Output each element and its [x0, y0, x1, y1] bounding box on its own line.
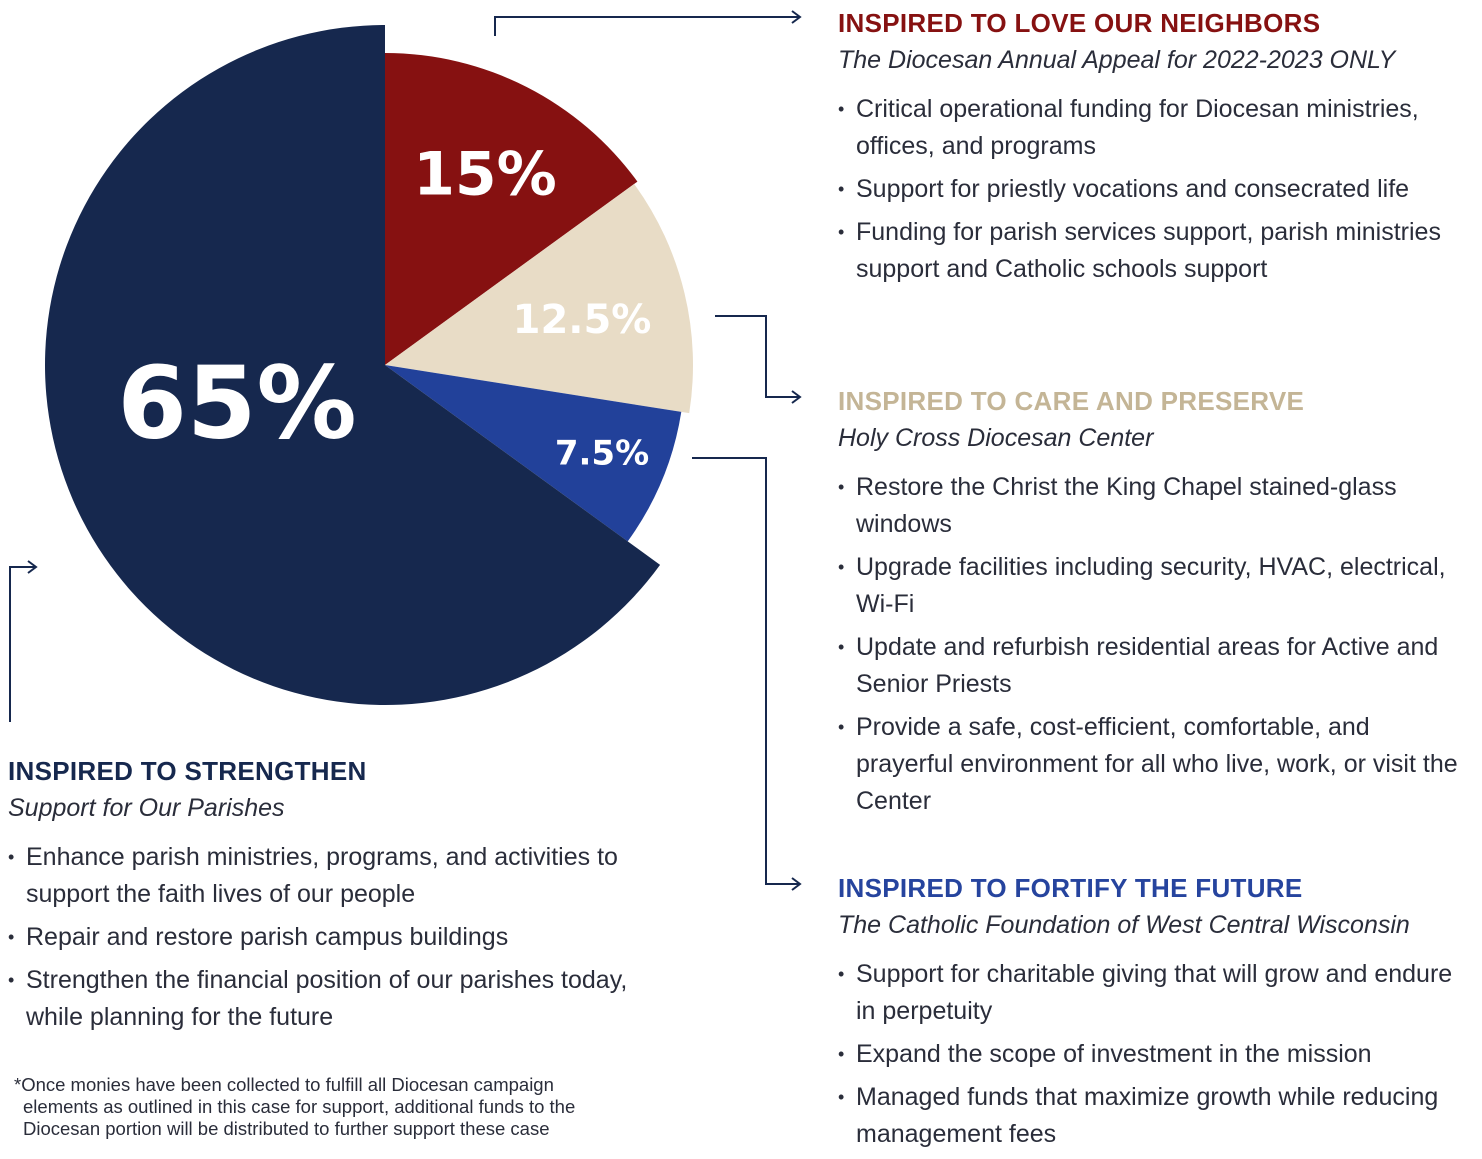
bullet-item: Expand the scope of investment in the mi… [838, 1036, 1468, 1073]
bullet-item: Support for priestly vocations and conse… [838, 171, 1468, 208]
section-title: INSPIRED TO STRENGTHEN [8, 756, 367, 786]
pie-slice [45, 25, 661, 705]
connector [494, 16, 800, 36]
pie-slice [385, 365, 682, 542]
section-subtitle: Holy Cross Diocesan Center [838, 424, 1154, 452]
slice-label: 12.5% [513, 297, 652, 343]
bullet-item: Support for charitable giving that will … [838, 956, 1468, 1030]
section-title: INSPIRED TO FORTIFY THE FUTURE [838, 873, 1303, 903]
connector [9, 566, 36, 722]
bullet-item: Repair and restore parish campus buildin… [8, 919, 638, 956]
bullet-item: Upgrade facilities including security, H… [838, 549, 1468, 623]
section: INSPIRED TO CARE AND PRESERVE Holy Cross … [838, 385, 1468, 826]
connector [692, 457, 800, 885]
footnote-line: Diocesan portion will be distributed to … [23, 1118, 550, 1139]
pie-slice [385, 183, 694, 414]
footnote-line: *Once monies have been collected to fulf… [14, 1074, 554, 1095]
arrow-head [791, 10, 802, 24]
slice-label: 15% [413, 140, 557, 210]
footnote: *Once monies have been collected to fulf… [14, 1074, 575, 1140]
section-subtitle: The Diocesan Annual Appeal for 2022-2023… [838, 46, 1396, 74]
bullet-item: Critical operational funding for Diocesa… [838, 91, 1468, 165]
bullet-item: Enhance parish ministries, programs, and… [8, 839, 638, 913]
slice-label: 7.5% [555, 434, 649, 474]
section-title: INSPIRED TO LOVE OUR NEIGHBORS [838, 8, 1321, 38]
arrow-head [791, 390, 802, 404]
section-title: INSPIRED TO CARE AND PRESERVE [838, 386, 1305, 416]
connectors [9, 10, 802, 891]
bullet-item: Update and refurbish residential areas f… [838, 629, 1468, 703]
bullet-item: Provide a safe, cost-efficient, comforta… [838, 709, 1468, 820]
section-subtitle: The Catholic Foundation of West Central … [838, 911, 1410, 939]
footnote-line: elements as outlined in this case for su… [23, 1096, 576, 1117]
bullet-item: Funding for parish services support, par… [838, 214, 1468, 288]
section: INSPIRED TO STRENGTHEN Support for Our Pa… [8, 755, 638, 1042]
arrow-head [791, 877, 802, 891]
bullet-item: Restore the Christ the King Chapel stain… [838, 469, 1468, 543]
pie-slice [385, 53, 638, 365]
section: INSPIRED TO LOVE OUR NEIGHBORS The Dioces… [838, 7, 1468, 294]
section: INSPIRED TO FORTIFY THE FUTURE The Cathol… [838, 872, 1468, 1159]
bullet-item: Strengthen the financial position of our… [8, 962, 638, 1036]
bullet-item: Managed funds that maximize growth while… [838, 1079, 1468, 1153]
arrow-head [27, 560, 38, 574]
slice-label: 65% [117, 344, 356, 461]
section-subtitle: Support for Our Parishes [8, 794, 285, 822]
connector [715, 315, 800, 398]
